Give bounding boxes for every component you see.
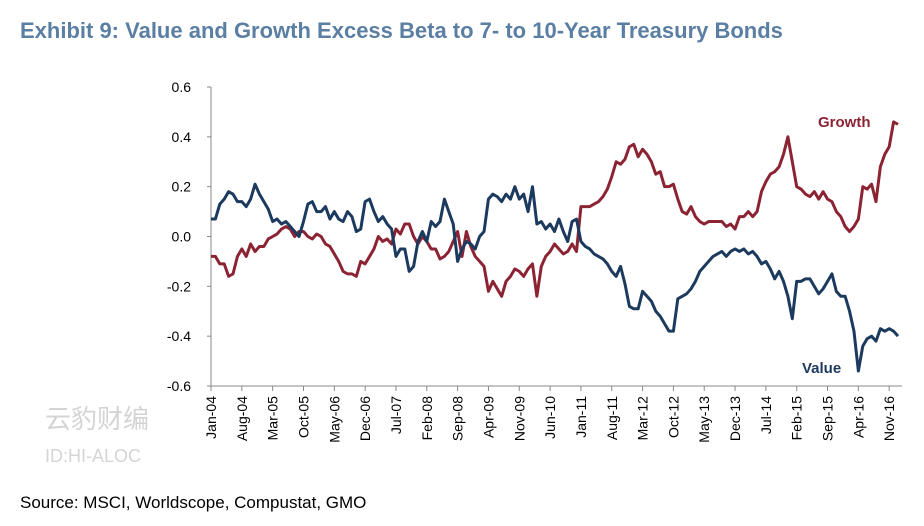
x-tick-label: Dec-06 <box>357 396 373 441</box>
x-tick-label: Jul-14 <box>758 396 774 434</box>
x-tick-label: Mar-12 <box>635 396 651 441</box>
y-tick-label: -0.2 <box>167 278 191 294</box>
x-tick-label: May-13 <box>696 396 712 443</box>
series-line <box>211 120 899 298</box>
series-line <box>211 182 900 373</box>
x-tick-label: Jun-10 <box>542 396 558 439</box>
x-tick-label: Apr-09 <box>480 396 496 438</box>
watermark: ID:HI-ALOC <box>45 446 141 466</box>
x-tick-label: Jan-04 <box>203 396 219 439</box>
watermark: 云豹财编 <box>45 404 149 434</box>
x-tick-label: Apr-16 <box>850 396 866 438</box>
series-label: Growth <box>818 114 871 131</box>
x-tick-label: Nov-16 <box>881 396 897 441</box>
x-tick-label: Sep-08 <box>450 396 466 441</box>
x-tick-label: Nov-09 <box>511 396 527 441</box>
x-tick-label: Dec-13 <box>727 396 743 441</box>
x-tick-label: May-06 <box>326 396 342 443</box>
x-tick-label: Oct-12 <box>665 396 681 438</box>
x-tick-label: Feb-08 <box>419 396 435 441</box>
y-tick-label: 0.0 <box>172 229 192 245</box>
x-tick-label: Jan-11 <box>573 396 589 438</box>
x-tick-label: Oct-05 <box>295 396 311 438</box>
x-tick-label: Jul-07 <box>388 396 404 434</box>
x-tick-label: Aug-04 <box>234 396 250 441</box>
x-tick-label: Aug-11 <box>604 396 620 440</box>
x-tick-label: Feb-15 <box>789 396 805 441</box>
y-tick-label: 0.4 <box>172 129 192 145</box>
x-tick-label: Sep-15 <box>820 396 836 441</box>
y-tick-label: -0.6 <box>167 378 191 394</box>
y-tick-label: 0.2 <box>172 179 192 195</box>
series-label: Value <box>802 360 841 377</box>
chart-title: Exhibit 9: Value and Growth Excess Beta … <box>20 18 783 43</box>
y-tick-label: 0.6 <box>172 79 192 95</box>
y-tick-label: -0.4 <box>167 328 191 344</box>
x-tick-label: Mar-05 <box>265 396 281 441</box>
source: Source: MSCI, Worldscope, Compustat, GMO <box>20 493 366 512</box>
